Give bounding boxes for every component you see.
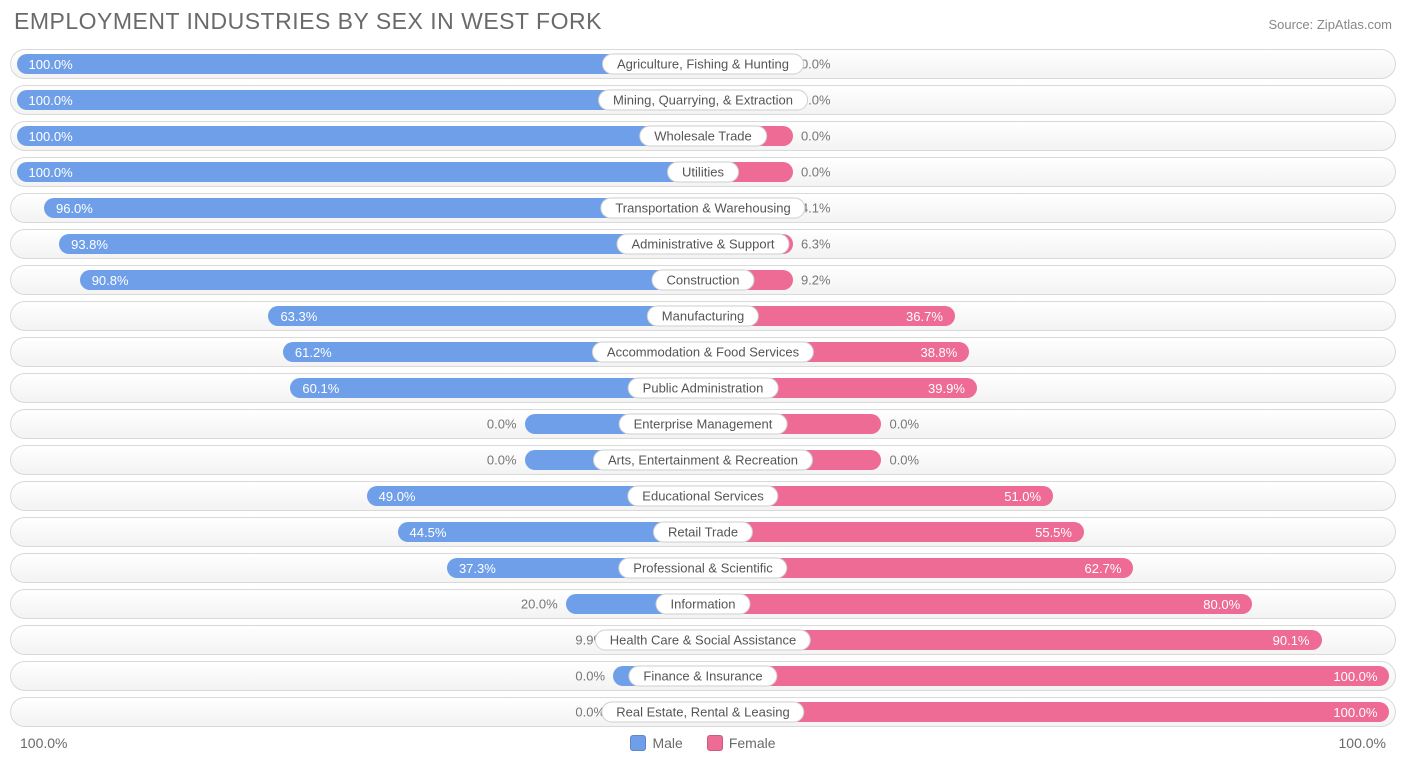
legend-label-female: Female [729,735,776,751]
category-label: Finance & Insurance [628,666,777,687]
chart-row: 37.3% 62.7% Professional & Scientific [10,553,1396,583]
pct-male: 96.0% [44,201,105,216]
chart-row: 0.0% 0.0% Arts, Entertainment & Recreation [10,445,1396,475]
chart-row: 60.1% 39.9% Public Administration [10,373,1396,403]
pct-female: 6.3% [801,237,831,252]
pct-female: 4.1% [801,201,831,216]
chart-row: 4.1% 96.0% Transportation & Warehousing [10,193,1396,223]
pct-female: 90.1% [1261,633,1322,648]
category-label: Real Estate, Rental & Leasing [601,702,804,723]
pct-male: 37.3% [447,561,508,576]
pct-male: 100.0% [17,57,85,72]
legend-label-male: Male [652,735,682,751]
bar-female: 100.0% [703,666,1389,686]
legend-swatch-female [707,735,723,751]
pct-female: 9.2% [801,273,831,288]
chart-source: Source: ZipAtlas.com [1268,17,1392,32]
category-label: Transportation & Warehousing [600,198,805,219]
chart-row: 0.0% 100.0% Finance & Insurance [10,661,1396,691]
bar-male: 63.3% [268,306,703,326]
bar-male: 100.0% [17,54,703,74]
chart-row: 9.9%90.1%Health Care & Social Assistance [10,625,1396,655]
category-label: Utilities [667,162,739,183]
chart-row: 0.0%100.0%Mining, Quarrying, & Extractio… [10,85,1396,115]
category-label: Professional & Scientific [618,558,787,579]
pct-female: 51.0% [992,489,1053,504]
pct-female: 0.0% [801,165,831,180]
pct-female: 100.0% [1321,705,1389,720]
pct-male: 0.0% [487,453,517,468]
pct-male: 93.8% [59,237,120,252]
pct-male: 100.0% [17,93,85,108]
chart-row: 6.3% 93.8% Administrative & Support [10,229,1396,259]
pct-male: 0.0% [575,669,605,684]
bar-male: 93.8% [59,234,703,254]
pct-male: 49.0% [367,489,428,504]
pct-female: 0.0% [889,417,919,432]
legend-swatch-male [630,735,646,751]
pct-male: 20.0% [521,597,558,612]
pct-female: 0.0% [801,57,831,72]
bar-male: 100.0% [17,126,703,146]
category-label: Health Care & Social Assistance [595,630,811,651]
bar-female: 80.0% [703,594,1252,614]
axis-left-label: 100.0% [20,735,67,751]
category-label: Construction [652,270,755,291]
bar-male: 100.0% [17,162,703,182]
pct-female: 100.0% [1321,669,1389,684]
bar-female: 55.5% [703,522,1084,542]
pct-female: 80.0% [1191,597,1252,612]
chart-row: 63.3% 36.7% Manufacturing [10,301,1396,331]
axis-right-label: 100.0% [1339,735,1386,751]
chart-row: 49.0% 51.0% Educational Services [10,481,1396,511]
pct-female: 39.9% [916,381,977,396]
pct-female: 0.0% [889,453,919,468]
category-label: Enterprise Management [619,414,788,435]
bar-female: 100.0% [703,702,1389,722]
pct-female: 38.8% [908,345,969,360]
bar-male: 90.8% [80,270,703,290]
legend: Male Female [67,735,1338,751]
pct-male: 63.3% [268,309,329,324]
category-label: Information [655,594,750,615]
category-label: Accommodation & Food Services [592,342,814,363]
legend-item-male: Male [630,735,682,751]
chart-row: 0.0%100.0%Real Estate, Rental & Leasing [10,697,1396,727]
category-label: Mining, Quarrying, & Extraction [598,90,808,111]
chart-row: 44.5% 55.5% Retail Trade [10,517,1396,547]
pct-male: 100.0% [17,165,85,180]
pct-male: 0.0% [487,417,517,432]
chart-row: 9.2% 90.8% Construction [10,265,1396,295]
category-label: Agriculture, Fishing & Hunting [602,54,804,75]
category-label: Manufacturing [647,306,759,327]
pct-female: 0.0% [801,129,831,144]
pct-female: 62.7% [1073,561,1134,576]
chart-title: EMPLOYMENT INDUSTRIES BY SEX IN WEST FOR… [14,8,602,35]
chart-row: 20.0% 80.0% Information [10,589,1396,619]
chart-row: 61.2% 38.8% Accommodation & Food Services [10,337,1396,367]
category-label: Wholesale Trade [639,126,767,147]
category-label: Administrative & Support [616,234,789,255]
chart-row: 0.0% 0.0% Enterprise Management [10,409,1396,439]
pct-male: 100.0% [17,129,85,144]
chart-row: 0.0% 100.0% Utilities [10,157,1396,187]
pct-female: 55.5% [1023,525,1084,540]
chart-row: 0.0% 100.0% Wholesale Trade [10,121,1396,151]
category-label: Public Administration [628,378,779,399]
category-label: Educational Services [627,486,778,507]
pct-male: 61.2% [283,345,344,360]
pct-male: 90.8% [80,273,141,288]
chart-row: 0.0% 100.0% Agriculture, Fishing & Hunting [10,49,1396,79]
chart-footer: 100.0% Male Female 100.0% [10,735,1396,751]
chart-header: EMPLOYMENT INDUSTRIES BY SEX IN WEST FOR… [10,8,1396,35]
legend-item-female: Female [707,735,776,751]
pct-male: 44.5% [398,525,459,540]
pct-female: 36.7% [894,309,955,324]
diverging-bar-chart: 0.0% 100.0% Agriculture, Fishing & Hunting… [10,49,1396,727]
category-label: Arts, Entertainment & Recreation [593,450,813,471]
pct-male: 60.1% [290,381,351,396]
category-label: Retail Trade [653,522,753,543]
